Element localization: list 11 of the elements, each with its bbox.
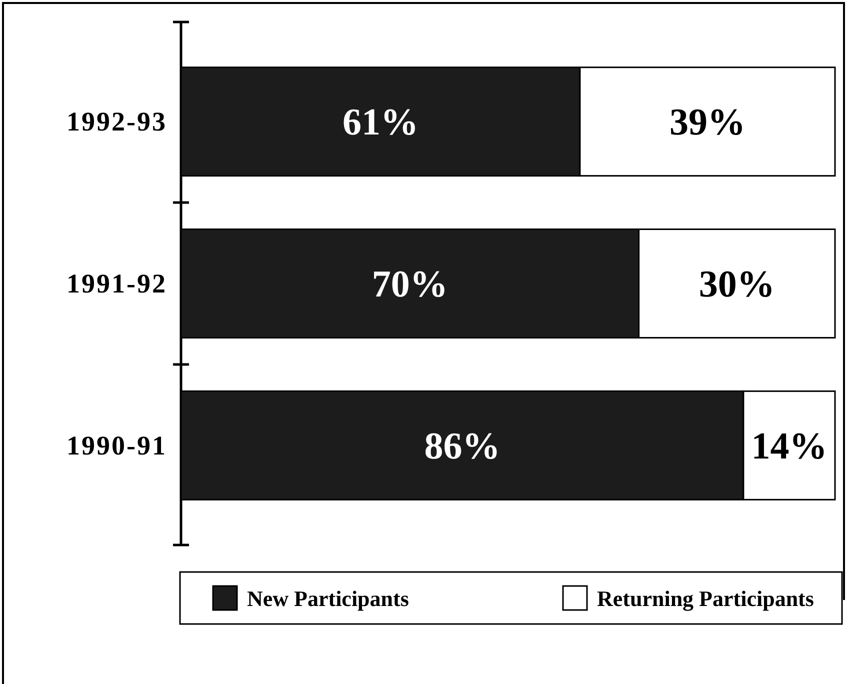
y-tick-label: 1991-92 [66, 268, 167, 298]
data-label: 39% [669, 102, 746, 144]
legend-label: New Participants [247, 586, 410, 611]
y-tick-label: 1990-91 [66, 430, 167, 460]
data-label: 14% [751, 425, 828, 468]
data-label: 61% [342, 102, 418, 144]
y-tick-label: 1992-93 [66, 106, 167, 137]
data-label: 86% [424, 425, 500, 468]
legend-label: Returning Participants [597, 586, 814, 611]
data-label: 30% [698, 264, 775, 306]
data-label: 70% [372, 264, 448, 306]
